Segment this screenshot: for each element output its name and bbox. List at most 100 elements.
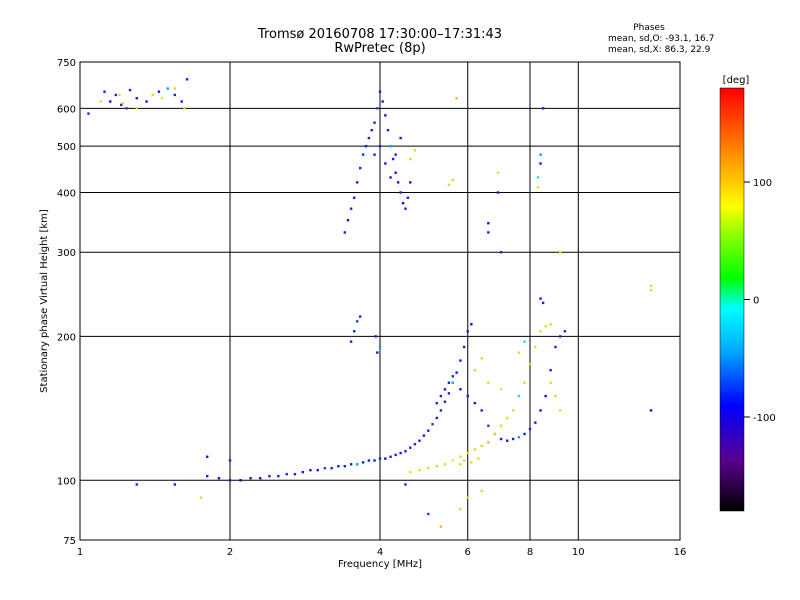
data-point [180,100,183,103]
data-point [228,479,232,482]
data-point [185,78,189,81]
data-point [309,468,312,472]
data-point [399,191,402,194]
data-point [343,465,347,468]
data-point [451,459,455,462]
data-point [549,381,552,384]
data-point [409,446,412,449]
data-point [473,368,477,372]
data-point [422,434,426,437]
data-point [466,330,469,333]
data-point [373,153,376,156]
data-point [381,100,384,103]
data-point [128,88,132,92]
data-point [418,439,421,442]
grid-lines [80,62,680,540]
data-points [87,78,653,528]
colorbar [719,87,745,512]
data-point [435,401,438,405]
data-point [145,100,148,103]
data-point [409,181,412,184]
data-point [534,421,537,424]
data-point [352,196,356,199]
data-point [487,222,490,225]
data-point [349,463,353,466]
data-point [418,468,421,472]
x-tick-label: 16 [674,547,687,558]
data-point [447,392,451,395]
data-point [559,251,562,254]
data-point [427,512,430,516]
y-tick-label: 200 [57,332,76,343]
data-point [544,394,547,398]
data-point [349,207,353,210]
data-point [118,93,121,97]
data-point [166,87,169,90]
data-point [431,423,434,426]
data-point [523,340,526,343]
data-point [517,394,521,398]
data-point [539,409,542,412]
data-point [361,153,365,156]
data-point [120,103,123,107]
data-point [367,136,371,140]
colorbar-tick-label: 100 [753,178,772,189]
data-point [563,330,567,333]
data-point [413,442,417,446]
data-point [109,100,112,103]
data-point [496,191,500,194]
data-point [523,381,526,384]
data-point [539,330,542,333]
data-point [205,455,209,458]
data-point [409,470,412,474]
data-point [355,463,359,466]
data-point [499,437,503,441]
x-tick-label: 4 [377,547,383,558]
phases-title: Phases [633,23,665,33]
data-point [404,450,407,453]
data-point [160,96,164,100]
data-point [413,149,417,152]
data-point [649,284,653,288]
data-point [378,457,382,460]
colorbar-tick-label: 0 [753,296,759,307]
data-point [459,359,462,362]
data-point [473,448,477,451]
data-point [114,93,118,97]
data-point [480,357,483,360]
colorbar-label: [deg] [723,75,750,86]
data-point [285,472,288,476]
data-point [364,144,368,148]
data-point [99,100,102,103]
data-point [367,459,371,462]
data-point [544,325,547,328]
data-point [389,176,392,179]
y-tick-label: 300 [57,248,76,259]
data-point [384,162,387,165]
data-point [455,96,458,100]
data-point [173,483,177,486]
data-point [439,409,443,412]
data-point [499,388,503,391]
data-point [539,153,542,156]
data-point [394,453,397,457]
data-point [358,166,362,170]
data-point [157,90,161,93]
phases-o-stats: mean, sd,O: -93.1, 16.7 [608,34,715,44]
data-point [541,301,545,305]
data-point [554,394,557,398]
data-point [455,371,458,374]
data-point [399,136,402,140]
data-point [466,496,469,499]
data-point [473,401,477,405]
data-point [394,171,397,174]
data-point [217,477,221,480]
data-point [103,90,106,93]
data-point [389,144,392,148]
data-point [511,409,515,412]
data-point [480,409,483,412]
data-point [199,496,203,499]
data-point [249,477,252,480]
data-point [277,474,280,478]
